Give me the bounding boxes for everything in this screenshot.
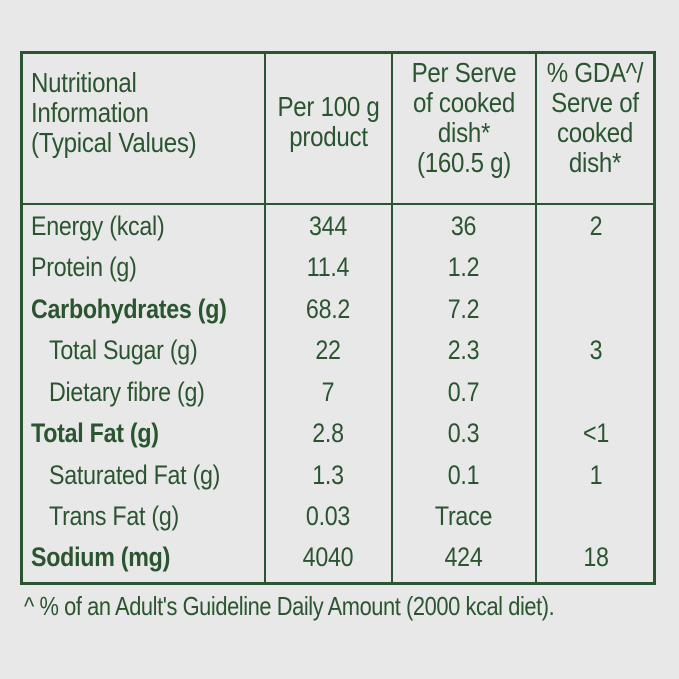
header-line: Serve of	[551, 87, 639, 118]
cell-per100g: 68.2	[305, 294, 351, 324]
cell-gda: <1	[583, 418, 609, 448]
header-line: Information	[31, 97, 149, 128]
cell-gda: 18	[583, 542, 609, 572]
cell-perserve: Trace	[434, 501, 493, 531]
cell-perserve: 1.2	[447, 252, 480, 282]
header-line: (160.5 g)	[416, 147, 512, 178]
nutrition-table: Nutritional Information (Typical Values)…	[20, 51, 656, 585]
cell-per100g: 0.03	[305, 501, 351, 531]
cell-perserve: 0.7	[447, 377, 480, 407]
header-line: Per 100 g	[277, 91, 380, 122]
row-label-protein: Protein (g)	[31, 252, 137, 282]
cell-perserve: 2.3	[447, 335, 480, 365]
cell-per100g: 22	[315, 335, 341, 365]
cell-per100g: 344	[309, 211, 347, 241]
row-label-saturated-fat: Saturated Fat (g)	[49, 460, 221, 490]
header-line: dish*	[568, 147, 622, 178]
header-nutritional-information: Nutritional Information (Typical Values)	[31, 67, 197, 158]
row-label-total-sugar: Total Sugar (g)	[49, 335, 198, 365]
header-divider	[23, 203, 653, 205]
column-divider-3	[535, 54, 537, 582]
header-per-100g: Per 100 g product	[275, 92, 383, 152]
cell-per100g: 11.4	[306, 252, 350, 282]
header-gda: % GDA^/ Serve of cooked dish*	[545, 58, 645, 178]
header-line: (Typical Values)	[31, 127, 197, 158]
column-divider-1	[264, 54, 266, 582]
header-line: dish*	[437, 117, 491, 148]
column-divider-2	[391, 54, 393, 582]
cell-gda: 3	[589, 335, 603, 365]
cell-per100g: 7	[321, 377, 335, 407]
row-label-sodium: Sodium (mg)	[31, 542, 171, 572]
row-label-carbohydrates: Carbohydrates (g)	[31, 294, 227, 324]
cell-per100g: 2.8	[312, 418, 344, 448]
header-line: of cooked	[412, 87, 516, 118]
cell-per100g: 4040	[302, 542, 354, 572]
cell-perserve: 424	[444, 542, 483, 572]
header-line: Per Serve	[411, 57, 517, 88]
cell-perserve: 0.1	[447, 460, 480, 490]
cell-perserve: 7.2	[447, 294, 480, 324]
cell-gda: 2	[589, 211, 603, 241]
cell-perserve: 0.3	[447, 418, 480, 448]
header-line: % GDA^/	[546, 57, 644, 88]
header-line: Nutritional	[31, 67, 137, 98]
gda-footnote: ^ % of an Adult's Guideline Daily Amount…	[24, 591, 555, 621]
cell-gda: 1	[589, 460, 603, 490]
cell-per100g: 1.3	[312, 460, 344, 490]
header-line: product	[289, 121, 368, 152]
header-line: cooked	[556, 117, 634, 148]
row-label-dietary-fibre: Dietary fibre (g)	[49, 377, 205, 407]
cell-perserve: 36	[450, 211, 477, 241]
row-label-total-fat: Total Fat (g)	[31, 418, 159, 448]
header-per-serve: Per Serve of cooked dish* (160.5 g)	[403, 58, 525, 178]
row-label-trans-fat: Trans Fat (g)	[49, 501, 179, 531]
row-label-energy: Energy (kcal)	[31, 211, 165, 241]
